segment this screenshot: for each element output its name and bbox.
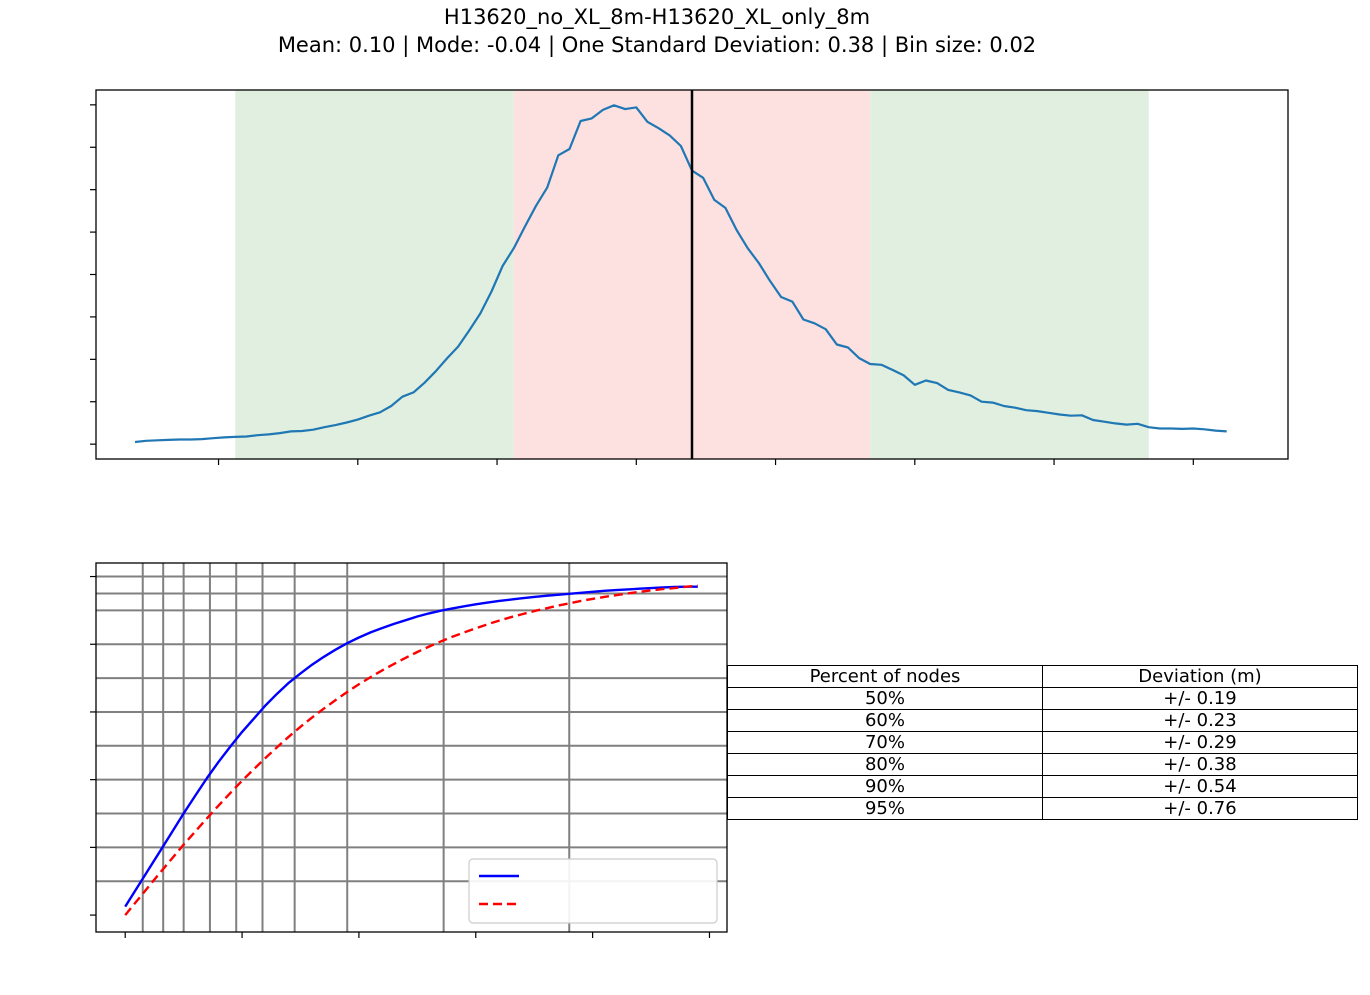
figure-title-line1: H13620_no_XL_8m-H13620_XL_only_8m [444, 5, 870, 30]
node-count-line [134, 104, 1227, 444]
table-cell: +/- 0.76 [1042, 797, 1358, 820]
table-cell: 60% [727, 709, 1043, 732]
table-header-deviation: Deviation (m) [1042, 665, 1358, 688]
table-row: 95% +/- 0.76 [727, 797, 1358, 820]
table-cell: 80% [727, 753, 1043, 776]
table-cell: 50% [727, 687, 1043, 710]
table-header-row: Percent of nodes Deviation (m) [727, 665, 1358, 688]
table-cell: +/- 0.38 [1042, 753, 1358, 776]
cumulative-chart [90, 562, 728, 938]
table-row: 90% +/- 0.54 [727, 775, 1358, 798]
table-cell: +/- 0.29 [1042, 731, 1358, 754]
table-cell: 70% [727, 731, 1043, 754]
table-cell: +/- 0.23 [1042, 709, 1358, 732]
table-cell: +/- 0.54 [1042, 775, 1358, 798]
table-row: 70% +/- 0.29 [727, 731, 1358, 754]
deviation-band-0 [235, 90, 514, 459]
deviation-band-2 [870, 90, 1149, 459]
table-header-percent: Percent of nodes [727, 665, 1043, 688]
histogram-chart [90, 89, 1289, 465]
legend [468, 858, 718, 924]
table-cell: 90% [727, 775, 1043, 798]
figure-subtitle: Mean: 0.10 | Mode: -0.04 | One Standard … [278, 33, 1036, 58]
percent-deviation-table: Percent of nodes Deviation (m) 50% +/- 0.… [727, 665, 1358, 820]
table-row: 80% +/- 0.38 [727, 753, 1358, 776]
legend-box [468, 858, 718, 924]
table-row: 50% +/- 0.19 [727, 687, 1358, 710]
table-cell: 95% [727, 797, 1043, 820]
table-cell: +/- 0.19 [1042, 687, 1358, 710]
normal-distribution-line [124, 584, 698, 916]
actual-distribution-line [124, 585, 698, 908]
table-row: 60% +/- 0.23 [727, 709, 1358, 732]
